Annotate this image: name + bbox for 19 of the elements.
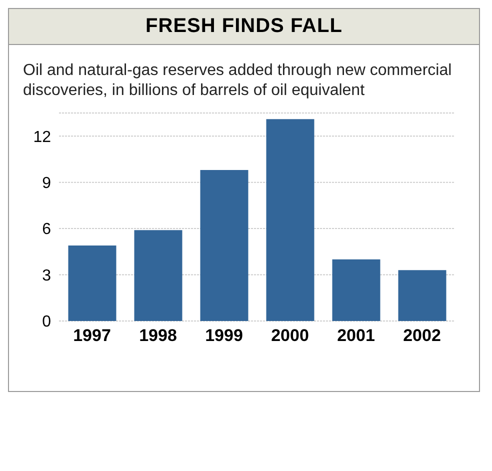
bar bbox=[332, 259, 380, 321]
x-tick-label: 2001 bbox=[337, 326, 375, 346]
y-tick-label: 0 bbox=[42, 314, 52, 331]
x-tick-label: 2000 bbox=[271, 326, 309, 346]
x-tick-label: 1999 bbox=[205, 326, 243, 346]
bar bbox=[68, 246, 116, 321]
x-tick-label: 2002 bbox=[403, 326, 441, 346]
bar bbox=[398, 270, 446, 321]
y-tick-label: 6 bbox=[42, 221, 52, 238]
bar bbox=[266, 119, 314, 321]
x-tick-label: 1997 bbox=[73, 326, 111, 346]
y-tick-label: 3 bbox=[42, 267, 52, 284]
x-tick-label: 1998 bbox=[139, 326, 177, 346]
bar bbox=[134, 230, 182, 321]
y-tick-label: 12 bbox=[33, 128, 52, 146]
y-tick-label: 9 bbox=[42, 175, 52, 192]
chart-title: FRESH FINDS FALL bbox=[9, 9, 479, 45]
bar bbox=[200, 170, 248, 321]
chart-subtitle: Oil and natural-gas reserves added through new commercial discoveries, in billions of barrels of oil equivalent bbox=[22, 61, 453, 101]
